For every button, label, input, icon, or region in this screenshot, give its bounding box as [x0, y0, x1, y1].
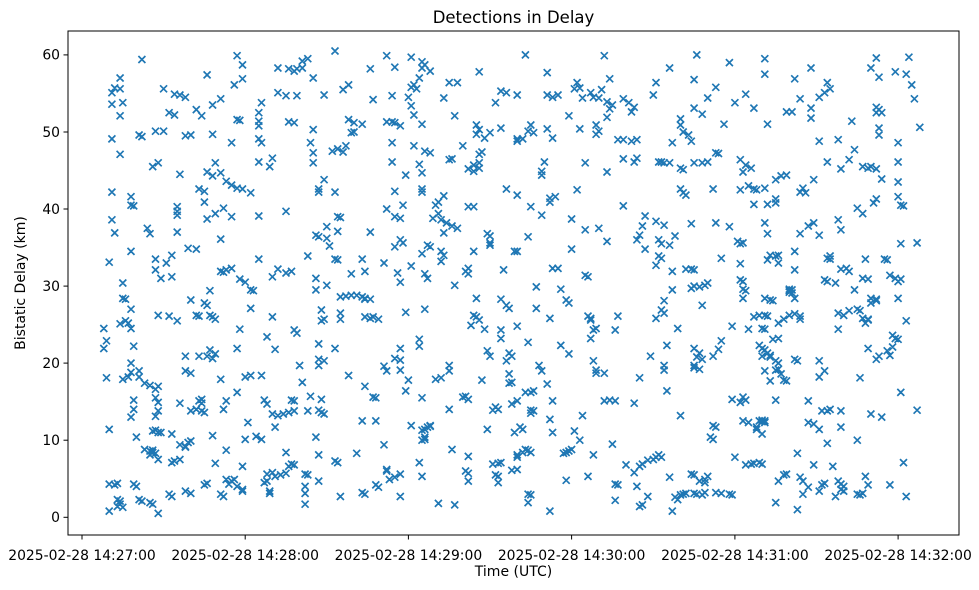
x-tick-label: 2025-02-28 14:29:00	[335, 548, 483, 564]
scatter-points	[99, 46, 924, 518]
y-tick-label: 30	[42, 279, 60, 295]
x-tick-label: 2025-02-28 14:27:00	[8, 548, 156, 564]
y-axis-label: Bistatic Delay (km)	[13, 216, 29, 350]
x-tick-label: 2025-02-28 14:30:00	[498, 548, 646, 564]
y-tick-label: 0	[51, 510, 60, 526]
y-tick-label: 50	[42, 125, 60, 141]
x-tick-label: 2025-02-28 14:31:00	[661, 548, 809, 564]
x-axis-ticks: 2025-02-28 14:27:00 2025-02-28 14:28:00 20…	[8, 535, 972, 564]
axes-border	[67, 30, 960, 536]
y-tick-label: 60	[42, 48, 60, 64]
y-tick-label: 40	[42, 202, 60, 218]
y-tick-label: 20	[42, 356, 60, 372]
x-axis-label: Time (UTC)	[474, 564, 552, 580]
y-tick-label: 10	[42, 433, 60, 449]
x-tick-label: 2025-02-28 14:32:00	[824, 548, 972, 564]
x-tick-label: 2025-02-28 14:28:00	[171, 548, 319, 564]
y-axis-ticks: 0 10 20 30 40 50 60	[42, 48, 68, 526]
figure-title: Detections in Delay	[433, 8, 595, 27]
